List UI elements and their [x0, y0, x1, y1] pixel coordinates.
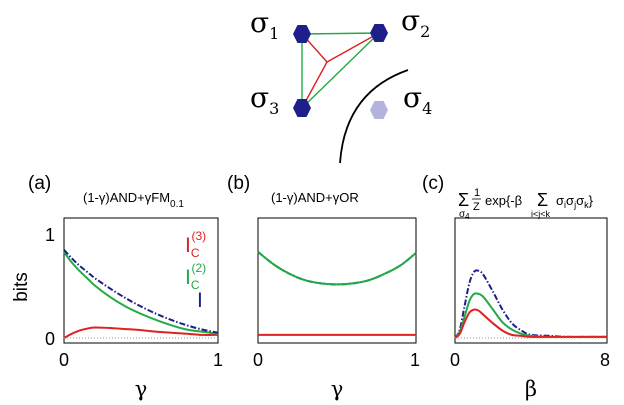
title-frac-den: Z: [473, 201, 480, 213]
label-sigma-3: σ3: [250, 81, 279, 118]
label-sigma-4: σ4: [403, 81, 432, 118]
node-sigma-1: [293, 25, 311, 43]
panel-c-title: Σ σ4 1 Z exp{-β Σ i<j<k σiσjσk}: [458, 187, 594, 221]
panel-b: (b) (1-γ)AND+γOR 0 1 γ: [227, 173, 420, 401]
label-sigma-2: σ2: [401, 4, 430, 41]
series-line-2-0: [454, 269, 607, 339]
panel-c-plot: [454, 269, 607, 339]
panel-c: (c) Σ σ4 1 Z exp{-β Σ i<j<k σiσjσk} 0 8 …: [422, 173, 610, 401]
series-line-1-2: [257, 251, 417, 286]
panel-a: (a) (1-γ)AND+γFM0.1 1 0 0 1 γ IC(3) IC(2…: [28, 173, 223, 401]
panel-c-xtick-1: 8: [600, 350, 610, 370]
panel-a-xtick-0: 0: [59, 350, 69, 370]
series-line-0-0: [63, 326, 219, 339]
panel-b-plot: [257, 251, 417, 336]
node-sigma-2: [370, 24, 388, 42]
series-line-2-2: [454, 308, 607, 339]
panel-b-letter: (b): [227, 173, 250, 194]
edge-1-2: [301, 32, 380, 35]
series-line-0-2: [63, 249, 219, 334]
y-axis-label: bits: [11, 272, 32, 302]
panel-a-letter: (a): [28, 173, 51, 194]
panel-a-plot: [63, 249, 219, 339]
title-sum2-sub: i<j<k: [531, 209, 551, 219]
panel-a-legend: IC(3) IC(2) I: [185, 229, 206, 312]
panel-a-ytick-1: 1: [45, 225, 55, 245]
title-term: σiσjσk}: [556, 193, 594, 210]
title-exp: exp{-β: [485, 193, 522, 208]
title-sum2: Σ: [537, 190, 548, 210]
legend-ic2: IC(2): [185, 261, 206, 292]
node-sigma-3: [293, 99, 311, 117]
panel-b-xtick-0: 0: [253, 350, 263, 370]
panel-b-frame: [257, 217, 417, 344]
panel-c-frame: [454, 217, 608, 344]
legend-i: I: [197, 289, 203, 312]
panel-a-title: (1-γ)AND+γFM0.1: [83, 190, 184, 210]
title-sum1-sub: σ4: [459, 209, 470, 221]
panel-c-xlabel: β: [525, 377, 537, 401]
panel-c-letter: (c): [422, 173, 444, 194]
panel-b-xlabel: γ: [331, 377, 344, 401]
panel-b-title: (1-γ)AND+γOR: [271, 190, 359, 205]
title-sum1: Σ: [458, 190, 469, 210]
series-line-0-1: [63, 251, 219, 335]
panel-a-ytick-0: 0: [45, 329, 55, 349]
legend-ic3: IC(3): [185, 229, 206, 260]
panel-c-xtick-0: 0: [450, 350, 460, 370]
boundary-arc: [339, 69, 409, 164]
series-line-1-1: [257, 251, 417, 286]
network-diagram: σ1 σ2 σ3 σ4: [250, 4, 432, 164]
panel-a-xlabel: γ: [135, 377, 148, 401]
edge-2-3: [301, 32, 380, 109]
node-sigma-4: [370, 101, 388, 119]
panel-a-xtick-1: 1: [213, 350, 223, 370]
series-line-2-1: [454, 292, 607, 339]
panel-a-frame: [63, 217, 219, 344]
panel-b-xtick-1: 1: [410, 350, 420, 370]
title-frac-num: 1: [474, 187, 480, 199]
label-sigma-1: σ1: [250, 6, 279, 43]
triple-edge-2: [326, 32, 380, 63]
